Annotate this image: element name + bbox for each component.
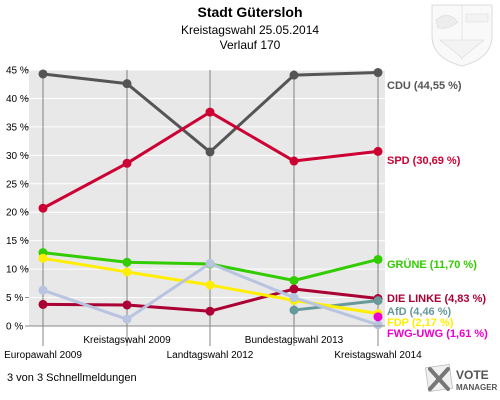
data-point [289, 275, 299, 285]
data-point [122, 79, 132, 89]
y-tick-label: 15 % [6, 236, 29, 247]
data-point [289, 293, 299, 303]
series-label: AfD (4,46 %) [387, 306, 452, 318]
vote-cross-icon [424, 363, 454, 393]
x-tick-label: Kreistagswahl 2009 [83, 335, 171, 346]
series-labels: CDU (44,55 %) SPD (30,69 %) GRÜNE (11,70 %… [387, 80, 488, 340]
y-tick-label: 30 % [6, 151, 29, 162]
series-label: DIE LINKE (4,83 %) [387, 293, 486, 305]
series-label: FDP (2,17 %) [387, 317, 454, 329]
coat-of-arms-icon [431, 4, 493, 67]
data-point [205, 280, 215, 290]
y-tick-label: 25 % [6, 179, 29, 190]
y-tick-label: 35 % [6, 122, 29, 133]
chart-title: Stadt Gütersloh [197, 4, 302, 20]
y-tick-label: 5 % [6, 293, 23, 304]
data-point [289, 305, 299, 315]
data-point [373, 254, 383, 264]
data-point [122, 314, 132, 324]
data-point [122, 257, 132, 267]
data-point [38, 285, 48, 295]
series-label: GRÜNE (11,70 %) [387, 258, 477, 271]
data-point [38, 203, 48, 213]
y-tick-label: 40 % [6, 94, 29, 105]
data-point [122, 267, 132, 277]
x-tick-label: Landtagswahl 2012 [167, 350, 254, 361]
data-point [205, 107, 215, 117]
data-point [205, 147, 215, 157]
series-points [38, 68, 383, 330]
data-point [373, 146, 383, 156]
x-tick-label: Bundestagswahl 2013 [245, 335, 344, 346]
data-point [205, 306, 215, 316]
data-point [373, 312, 383, 322]
data-point [373, 296, 383, 306]
y-tick-label: 45 % [6, 66, 29, 77]
data-point [38, 253, 48, 263]
chart-subtitle-series: Verlauf 170 [220, 38, 281, 52]
series-line [293, 299, 379, 312]
brand-line2: MANAGER [456, 383, 498, 392]
data-point [122, 158, 132, 168]
y-tick-label: 20 % [6, 208, 29, 219]
data-point [289, 156, 299, 166]
data-point [373, 320, 383, 330]
y-axis-ticks: 0 % 5 % 10 % 15 % 20 % 25 % 30 % 35 % 40 % 45 % [6, 66, 29, 333]
footer-note: 3 von 3 Schnellmeldungen [7, 372, 137, 384]
data-point [289, 284, 299, 294]
data-point [205, 258, 215, 268]
votemanager-logo: VOTE MANAGER [424, 363, 498, 393]
data-point [373, 68, 383, 78]
x-tick-label: Europawahl 2009 [4, 350, 82, 361]
x-tick-label: Kreistagswahl 2014 [334, 350, 422, 361]
brand-line1: VOTE [456, 368, 489, 382]
data-point [289, 70, 299, 80]
y-tick-label: 0 % [6, 322, 23, 333]
chart-subtitle-election: Kreistagswahl 25.05.2014 [181, 23, 319, 37]
series-label: SPD (30,69 %) [387, 155, 461, 167]
series-label: CDU (44,55 %) [387, 80, 462, 92]
data-point [38, 69, 48, 79]
y-tick-label: 10 % [6, 265, 29, 276]
data-point [122, 300, 132, 310]
data-point [38, 299, 48, 309]
series-label: FWG-UWG (1,61 %) [387, 328, 488, 340]
